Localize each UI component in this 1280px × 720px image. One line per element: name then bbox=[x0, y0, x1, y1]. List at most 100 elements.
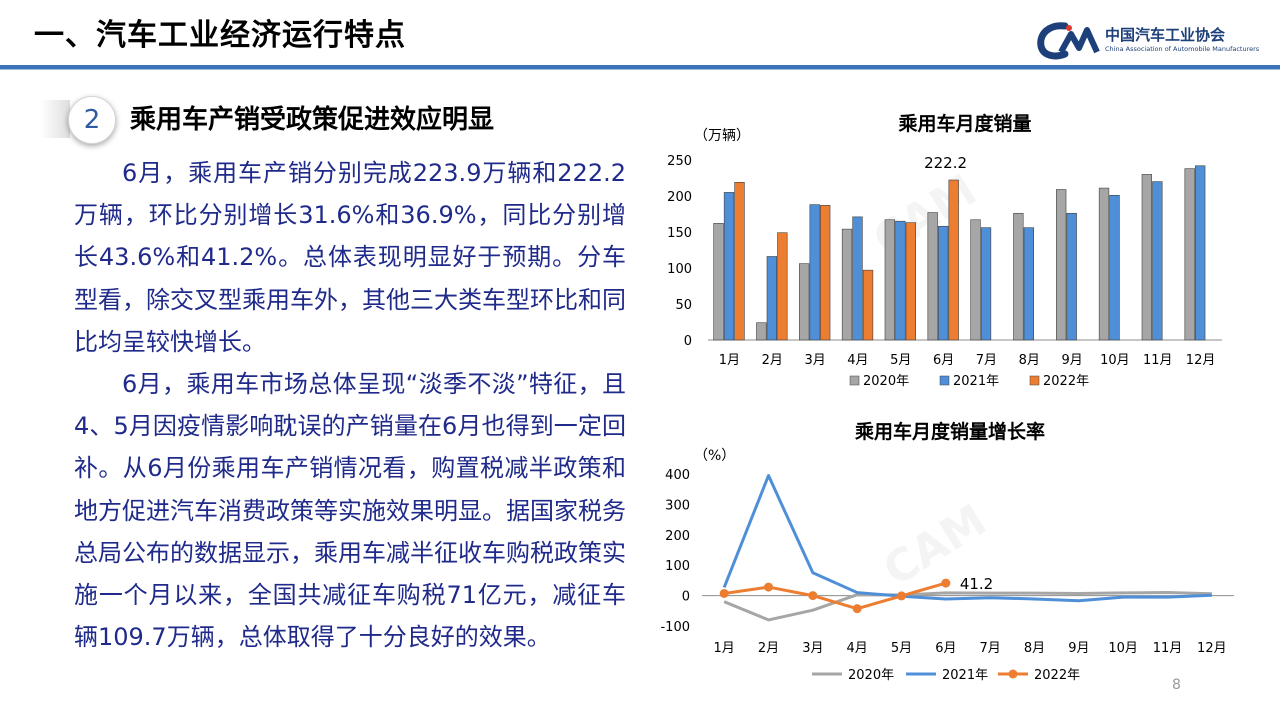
x-tick-label: 7月 bbox=[980, 641, 1001, 656]
series-line-2021年 bbox=[722, 474, 1212, 603]
header-divider bbox=[0, 65, 1280, 69]
x-tick-label: 10月 bbox=[1100, 353, 1130, 368]
bar-2020年-12月 bbox=[1184, 168, 1195, 341]
x-tick-label: 3月 bbox=[804, 353, 825, 368]
bar-2022年-1月 bbox=[734, 182, 745, 341]
bar-2020年-11月 bbox=[1141, 174, 1152, 341]
legend-label-2020年: 2020年 bbox=[848, 668, 894, 683]
logo-chinese-name: 中国汽车工业协会 bbox=[1105, 26, 1226, 44]
x-tick-label: 2月 bbox=[762, 353, 783, 368]
bar-2021年-11月 bbox=[1152, 181, 1163, 341]
y-tick-label: 400 bbox=[665, 468, 690, 483]
point-2022年-4月 bbox=[852, 604, 862, 614]
y-tick-label: 200 bbox=[665, 529, 690, 544]
bar-2020年-6月 bbox=[927, 212, 938, 341]
bar-2021年-9月 bbox=[1066, 212, 1077, 341]
monthly-sales-bar-chart: 乘用车月度销量 （万辆） 0 50 100 150 200 250 1月 2月 3月 4月 5月 6月 7月… bbox=[667, 112, 1222, 389]
x-tick-label: 11月 bbox=[1143, 353, 1173, 368]
x-tick-label: 12月 bbox=[1197, 641, 1227, 656]
bar-2020年-3月 bbox=[799, 263, 810, 341]
chart-title: 乘用车月度销量 bbox=[897, 112, 1031, 135]
logo-english-name: China Association of Automobile Manufact… bbox=[1105, 45, 1260, 53]
y-tick-label: 100 bbox=[667, 262, 692, 277]
bar-2022年-2月 bbox=[777, 232, 788, 341]
y-tick-label: 300 bbox=[665, 498, 690, 513]
legend-label-2021年: 2021年 bbox=[953, 374, 999, 389]
paragraph-2: 6月，乘用车市场总体呈现“淡季不淡”特征，且4、5月因疫情影响耽误的产销量在6月… bbox=[74, 370, 626, 652]
monthly-growth-line-chart: 乘用车月度销量增长率 （%） -100 0 100 200 300 400 1月 2月 3月 4月 5月… bbox=[660, 420, 1234, 683]
point-2022年-2月 bbox=[764, 582, 773, 592]
y-axis-unit-label: （%） bbox=[694, 448, 735, 464]
point-2022年-3月 bbox=[808, 591, 818, 601]
bar-2020年-8月 bbox=[1013, 212, 1024, 341]
bar-2021年-3月 bbox=[809, 204, 820, 341]
legend-swatch-2021年 bbox=[939, 375, 950, 386]
bar-2020年-1月 bbox=[713, 223, 724, 341]
bar-2022年-3月 bbox=[820, 205, 831, 341]
legend-label-2022年: 2022年 bbox=[1043, 374, 1089, 389]
section-title: 乘用车产销受政策促进效应明显 bbox=[130, 105, 495, 135]
y-tick-label: -100 bbox=[660, 620, 690, 635]
legend-label-2022年: 2022年 bbox=[1034, 668, 1080, 683]
x-tick-label: 2月 bbox=[758, 641, 779, 656]
x-tick-label: 9月 bbox=[1061, 353, 1082, 368]
bar-2021年-10月 bbox=[1109, 194, 1120, 341]
page-number: 8 bbox=[1172, 677, 1181, 693]
x-tick-label: 6月 bbox=[933, 353, 954, 368]
legend-label-2020年: 2020年 bbox=[863, 374, 909, 389]
y-tick-label: 200 bbox=[667, 190, 692, 205]
paragraph-1: 6月，乘用车产销分别完成223.9万辆和222.2万辆，环比分别增长31.6%和… bbox=[74, 159, 626, 356]
legend-swatch-2020年 bbox=[849, 375, 860, 386]
point-2022年-6月 bbox=[941, 578, 951, 588]
section-number: 2 bbox=[83, 105, 101, 135]
x-tick-label: 6月 bbox=[935, 641, 956, 656]
series-line-2020年 bbox=[723, 591, 1212, 622]
bar-2021年-4月 bbox=[852, 216, 863, 341]
x-tick-label: 7月 bbox=[976, 353, 997, 368]
page-title: 一、汽车工业经济运行特点 bbox=[34, 18, 406, 53]
legend-label-2021年: 2021年 bbox=[942, 668, 988, 683]
chart-title: 乘用车月度销量增长率 bbox=[854, 420, 1045, 443]
badge-shadow-bar bbox=[40, 100, 70, 138]
x-tick-label: 8月 bbox=[1019, 353, 1040, 368]
y-tick-label: 0 bbox=[684, 334, 692, 349]
y-axis-unit-label: （万辆） bbox=[694, 128, 750, 144]
legend-swatch-2022年 bbox=[1029, 375, 1040, 386]
y-tick-label: 250 bbox=[667, 154, 692, 169]
bar-2021年-5月 bbox=[895, 220, 906, 341]
bar-2021年-12月 bbox=[1195, 165, 1206, 341]
cam-logo: 中国汽车工业协会 China Association of Automobile… bbox=[1035, 20, 1265, 62]
bar-2020年-2月 bbox=[756, 322, 767, 341]
x-tick-label: 1月 bbox=[719, 353, 740, 368]
bar-2022年-4月 bbox=[862, 269, 874, 341]
bar-2020年-9月 bbox=[1056, 189, 1067, 341]
bar-2021年-2月 bbox=[766, 256, 777, 341]
x-tick-label: 11月 bbox=[1153, 641, 1183, 656]
y-tick-label: 100 bbox=[665, 559, 690, 574]
point-2022年-5月 bbox=[897, 591, 906, 601]
x-tick-label: 10月 bbox=[1108, 641, 1138, 656]
x-tick-label: 5月 bbox=[890, 353, 911, 368]
legend-marker-2022年 bbox=[1008, 669, 1018, 679]
y-tick-label: 50 bbox=[675, 298, 692, 313]
data-label-annotation: 222.2 bbox=[924, 154, 967, 172]
x-tick-label: 12月 bbox=[1186, 353, 1216, 368]
x-tick-label: 9月 bbox=[1068, 641, 1089, 656]
bar-2020年-5月 bbox=[884, 219, 895, 341]
x-tick-label: 1月 bbox=[714, 641, 735, 656]
header-divider-thin bbox=[0, 69, 1280, 70]
series-line-2022年 bbox=[723, 581, 947, 611]
data-label-annotation: 41.2 bbox=[960, 575, 993, 593]
cam-logo-icon bbox=[1037, 22, 1100, 60]
x-tick-label: 8月 bbox=[1024, 641, 1045, 656]
bar-2021年-8月 bbox=[1023, 227, 1034, 341]
point-2022年-1月 bbox=[719, 588, 729, 598]
bar-2020年-4月 bbox=[841, 228, 853, 341]
body-text: 6月，乘用车产销分别完成223.9万辆和222.2万辆，环比分别增长31.6%和… bbox=[74, 152, 626, 658]
bar-2020年-7月 bbox=[970, 219, 981, 341]
bar-2021年-6月 bbox=[938, 225, 949, 341]
bar-2022年-6月 bbox=[948, 179, 959, 341]
x-tick-label: 5月 bbox=[891, 641, 912, 656]
y-tick-label: 0 bbox=[682, 590, 690, 605]
x-tick-label: 3月 bbox=[802, 641, 823, 656]
